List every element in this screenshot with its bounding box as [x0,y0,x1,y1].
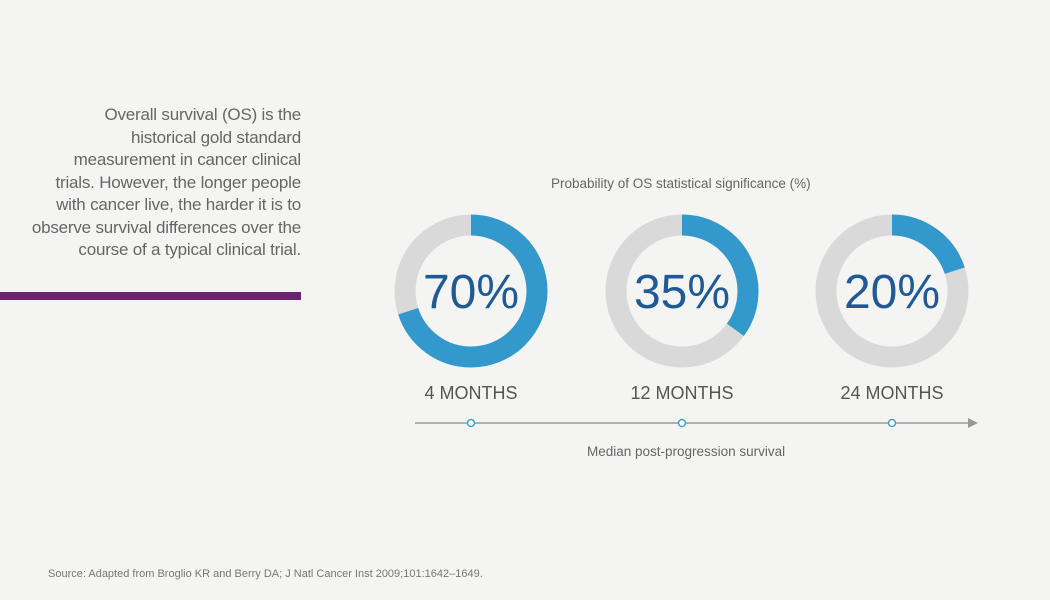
donut-slice [394,214,548,368]
category-label: 12 MONTHS [630,383,733,403]
x-axis-arrowhead [968,418,978,428]
axis-marker [887,418,897,428]
donut-value-label: 35% [634,266,730,319]
donut-value-label: 20% [844,266,940,319]
intro-line: measurement in cancer clinical [73,150,302,169]
category-label: 4 MONTHS [424,383,517,403]
intro-line: course of a typical clinical trial. [78,240,301,259]
intro-line: historical gold standard [130,127,301,147]
intro-line: observe survival differences over the [31,217,301,237]
x-axis-label: Median post-progression survival [587,444,786,459]
axis-marker [466,418,476,428]
axis-marker [677,418,687,428]
intro-line: with cancer live, the harder it is to [56,195,301,214]
intro-line: trials. However, the longer people [55,172,301,192]
donut-value-label: 70% [423,266,519,319]
intro-divider [0,292,301,300]
chart-title: Probability of OS statistical significan… [551,176,811,191]
intro-line: Overall survival (OS) is the [104,105,301,124]
intro-text: Overall survival (OS) is the historical … [20,104,301,262]
donut-slice [605,214,759,368]
category-label: 24 MONTHS [840,383,943,403]
source-note: Source: Adapted from Broglio KR and Berr… [48,568,483,580]
donut-slice [815,214,969,368]
